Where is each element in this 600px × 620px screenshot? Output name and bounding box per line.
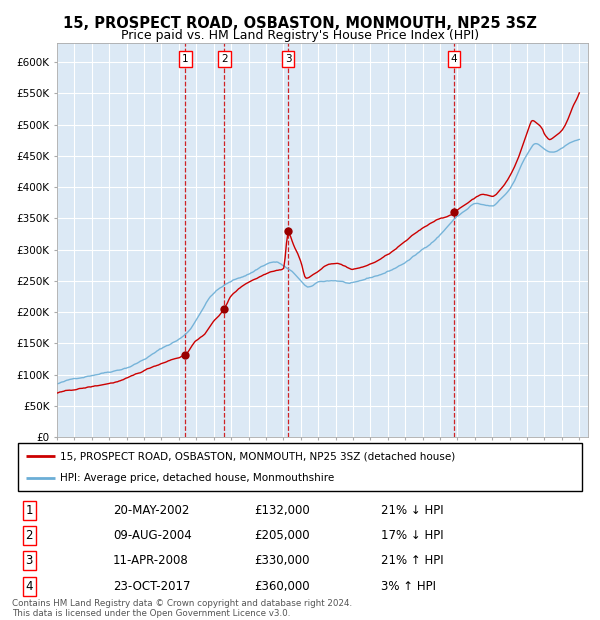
Text: HPI: Average price, detached house, Monmouthshire: HPI: Average price, detached house, Monm… [60,473,335,483]
Text: 21% ↑ HPI: 21% ↑ HPI [380,554,443,567]
Text: £360,000: £360,000 [254,580,310,593]
Text: 17% ↓ HPI: 17% ↓ HPI [380,529,443,542]
Text: 1: 1 [182,54,189,64]
Text: 2: 2 [26,529,33,542]
Text: 15, PROSPECT ROAD, OSBASTON, MONMOUTH, NP25 3SZ: 15, PROSPECT ROAD, OSBASTON, MONMOUTH, N… [63,16,537,31]
Text: Price paid vs. HM Land Registry's House Price Index (HPI): Price paid vs. HM Land Registry's House … [121,30,479,42]
Text: 3% ↑ HPI: 3% ↑ HPI [380,580,436,593]
Text: 15, PROSPECT ROAD, OSBASTON, MONMOUTH, NP25 3SZ (detached house): 15, PROSPECT ROAD, OSBASTON, MONMOUTH, N… [60,451,455,461]
Text: £205,000: £205,000 [254,529,310,542]
Text: 3: 3 [285,54,292,64]
Text: 23-OCT-2017: 23-OCT-2017 [113,580,190,593]
Text: 09-AUG-2004: 09-AUG-2004 [113,529,191,542]
Text: 1: 1 [26,503,33,516]
Text: 4: 4 [26,580,33,593]
Text: 21% ↓ HPI: 21% ↓ HPI [380,503,443,516]
Text: 20-MAY-2002: 20-MAY-2002 [113,503,189,516]
Text: 2: 2 [221,54,227,64]
Text: £330,000: £330,000 [254,554,310,567]
Text: 3: 3 [26,554,33,567]
Text: £132,000: £132,000 [254,503,310,516]
Text: 11-APR-2008: 11-APR-2008 [113,554,188,567]
Text: 4: 4 [451,54,457,64]
Text: Contains HM Land Registry data © Crown copyright and database right 2024.
This d: Contains HM Land Registry data © Crown c… [12,599,352,618]
